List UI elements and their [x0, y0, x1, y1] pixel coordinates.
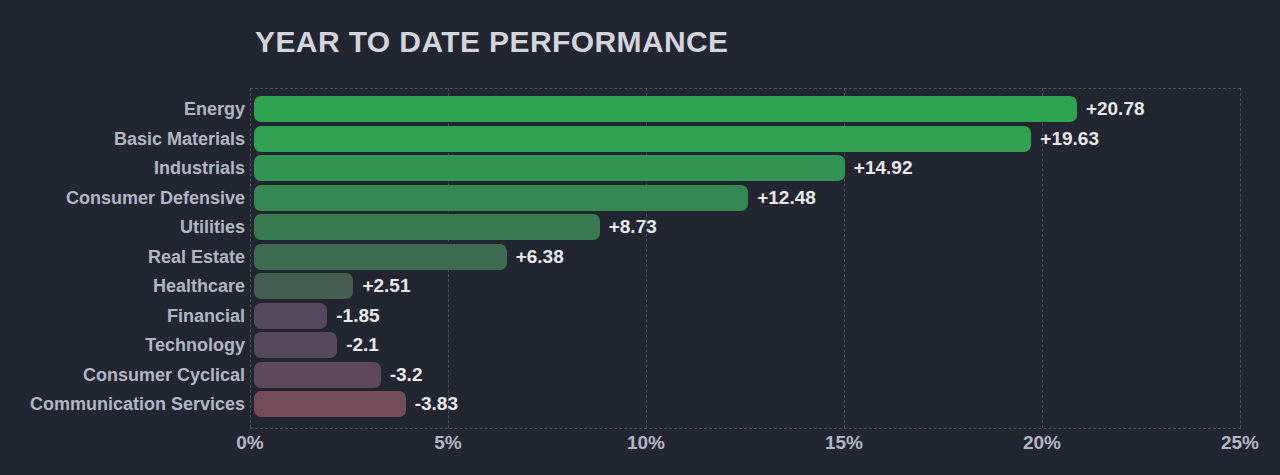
gridline-25pct	[1240, 88, 1241, 428]
x-tick-label: 25%	[1221, 432, 1259, 454]
value-label: +12.48	[757, 185, 816, 211]
category-label: Consumer Cyclical	[0, 362, 245, 388]
x-tick-label: 15%	[825, 432, 863, 454]
x-tick-label: 20%	[1023, 432, 1061, 454]
sector-bar[interactable]	[254, 362, 381, 388]
sector-bar[interactable]	[254, 155, 845, 181]
category-label: Technology	[0, 332, 245, 358]
ytd-performance-widget: YEAR TO DATE PERFORMANCE Energy +20.78 B…	[0, 0, 1280, 475]
sector-bar[interactable]	[254, 244, 507, 270]
value-label: +20.78	[1086, 96, 1145, 122]
value-label: +14.92	[854, 155, 913, 181]
x-tick-label: 5%	[434, 432, 461, 454]
sector-bar[interactable]	[254, 185, 748, 211]
category-label: Healthcare	[0, 273, 245, 299]
plot-bottom-border	[250, 428, 1241, 429]
value-label: -2.1	[346, 332, 379, 358]
value-label: -3.2	[390, 362, 423, 388]
value-label: +6.38	[516, 244, 564, 270]
chart-title: YEAR TO DATE PERFORMANCE	[255, 25, 729, 59]
category-label: Utilities	[0, 214, 245, 240]
x-tick-label: 0%	[236, 432, 263, 454]
sector-bar[interactable]	[254, 273, 353, 299]
category-label: Real Estate	[0, 244, 245, 270]
sector-bar[interactable]	[254, 214, 600, 240]
category-label: Industrials	[0, 155, 245, 181]
value-label: -3.83	[415, 391, 458, 417]
sector-bar[interactable]	[254, 96, 1077, 122]
sector-bar[interactable]	[254, 391, 406, 417]
value-label: +2.51	[362, 273, 410, 299]
category-label: Communication Services	[0, 391, 245, 417]
sector-bar[interactable]	[254, 303, 327, 329]
category-label: Financial	[0, 303, 245, 329]
sector-bar[interactable]	[254, 126, 1031, 152]
value-label: +8.73	[609, 214, 657, 240]
value-label: -1.85	[336, 303, 379, 329]
category-label: Basic Materials	[0, 126, 245, 152]
gridline-0pct	[250, 88, 251, 428]
value-label: +19.63	[1040, 126, 1099, 152]
category-label: Consumer Defensive	[0, 185, 245, 211]
category-label: Energy	[0, 96, 245, 122]
sector-bar[interactable]	[254, 332, 337, 358]
x-tick-label: 10%	[627, 432, 665, 454]
